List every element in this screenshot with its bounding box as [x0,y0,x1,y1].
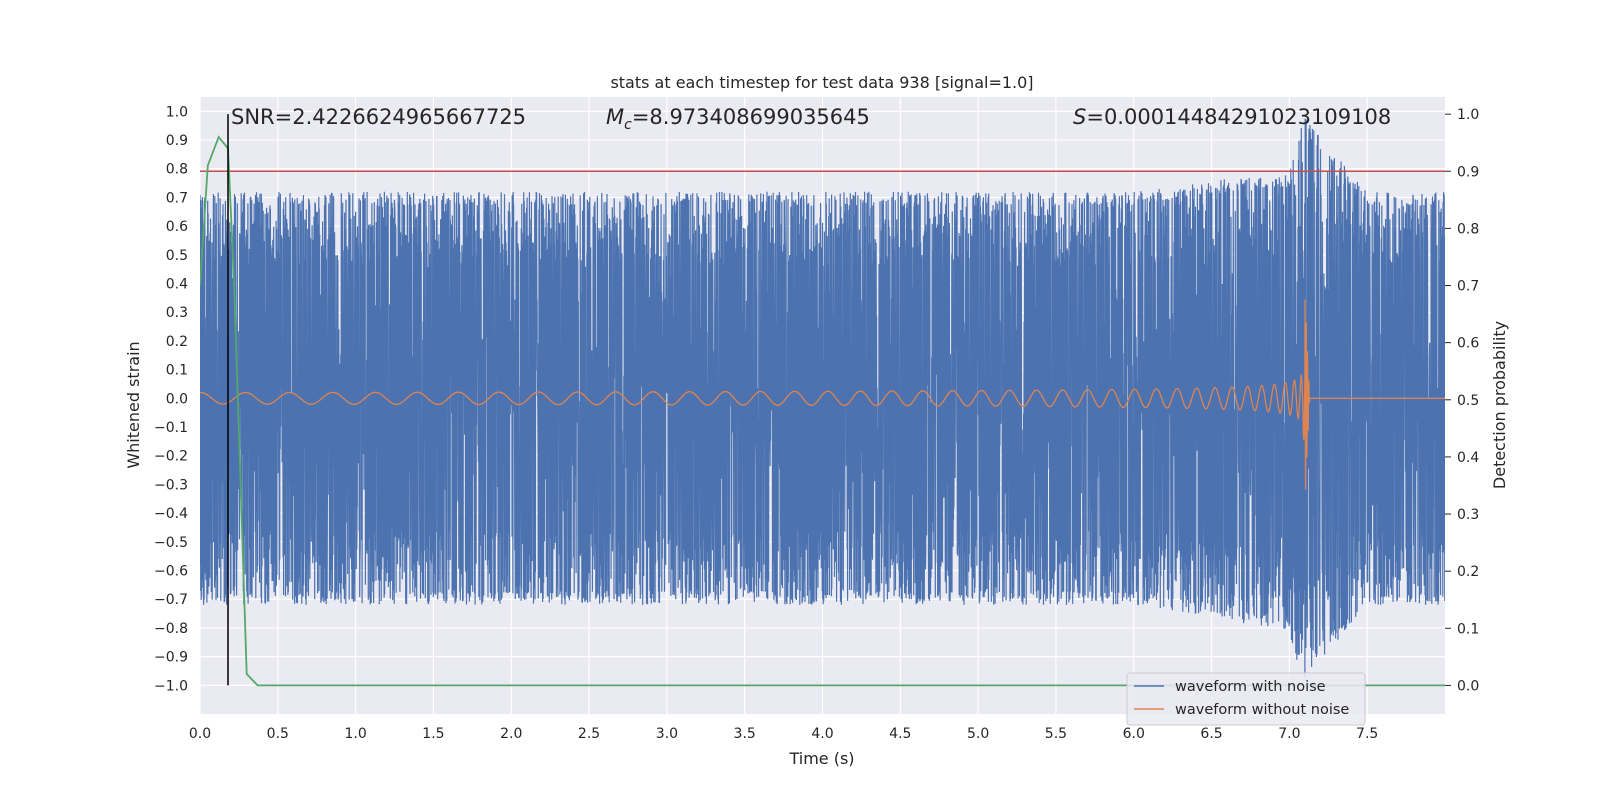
y-tick-label: 1.0 [166,104,188,120]
x-axis-ticks: 0.0 0.5 1.0 1.5 2.0 2.5 3.0 3.5 4.0 4.5 5.0 5.5 6.0 6… [189,726,1378,742]
legend-box [1126,672,1366,726]
chart-title: stats at each timestep for test data 938… [610,73,1033,92]
legend-label-noise: waveform with noise [1175,679,1326,695]
x-tick-label: 7.0 [1278,726,1300,742]
y2-tick-label: 0.8 [1457,221,1479,237]
x-tick-label: 6.5 [1200,726,1222,742]
x-tick-label: 6.0 [1123,726,1145,742]
y2-tick-label: 0.4 [1457,450,1479,466]
x-tick-label: 0.0 [189,726,211,742]
y-tick-label: −0.7 [154,592,188,608]
y2-tick-label: 0.7 [1457,279,1479,295]
detection-probability-line [200,135,1445,687]
y2-tick-label: 0.5 [1457,393,1479,409]
y-tick-label: 0.6 [166,219,188,235]
y-tick-label: 0.1 [166,363,188,379]
y-tick-label: 0.5 [166,248,188,264]
y-axis-label: Whitened strain [124,341,143,468]
snr-annotation: SNR=2.4226624965667725 [231,105,526,129]
x-tick-label: 3.5 [734,726,756,742]
y-tick-label: 0.7 [166,190,188,206]
y-tick-label: −0.1 [154,420,188,436]
x-tick-label: 2.0 [500,726,522,742]
y2-tick-label: 0.3 [1457,507,1479,523]
y2-tick-label: 1.0 [1457,107,1479,123]
y-tick-label: 0.3 [166,305,188,321]
y2-tick-label: 0.6 [1457,336,1479,352]
y2-tick-label: 0.1 [1457,621,1479,637]
clean-waveform-line [200,299,1445,490]
y-tick-label: −0.6 [154,564,188,580]
noisy-waveform-line [200,118,1445,678]
y2-tick-label: 0.9 [1457,164,1479,180]
x-tick-label: 4.0 [811,726,833,742]
y-tick-label: −0.5 [154,535,188,551]
y2-tick-label: 0.2 [1457,564,1479,580]
y2-axis-label: Detection probability [1490,321,1509,489]
y-tick-label: −0.4 [154,506,188,522]
data-layer [200,114,1445,687]
y-tick-label: 0.9 [166,133,188,149]
left-axis-ticks: 1.0 0.9 0.8 0.7 0.6 0.5 0.4 0.3 0.2 0.1 0.0 −0.1 −0.… [154,104,188,694]
y-tick-label: 0.2 [166,334,188,350]
y-tick-label: 0.4 [166,277,188,293]
x-tick-label: 2.5 [578,726,600,742]
y-tick-label: −1.0 [154,678,188,694]
x-tick-label: 5.0 [967,726,989,742]
x-tick-label: 0.5 [267,726,289,742]
y-tick-label: −0.3 [154,477,188,493]
x-tick-label: 5.5 [1045,726,1067,742]
right-axis-ticks: 1.0 0.9 0.8 0.7 0.6 0.5 0.4 0.3 0.2 0.1 0.0 [1445,107,1479,694]
y-tick-label: 0.0 [166,391,188,407]
y2-tick-label: 0.0 [1457,678,1479,694]
x-axis-label: Time (s) [788,749,854,768]
chirp-mass-annotation: Mc=8.973408699035645 [606,105,870,133]
y-tick-label: 0.8 [166,162,188,178]
x-tick-label: 1.5 [422,726,444,742]
x-tick-label: 1.0 [344,726,366,742]
y-tick-label: −0.9 [154,650,188,666]
x-tick-label: 4.5 [889,726,911,742]
y-tick-label: −0.8 [154,621,188,637]
x-tick-label: 7.5 [1356,726,1378,742]
s-annotation: S=0.00014484291023109108 [1073,105,1391,129]
legend-label-clean: waveform without noise [1175,702,1349,718]
legend: waveform with noise waveform without noi… [1126,672,1366,726]
y-tick-label: −0.2 [154,449,188,465]
x-tick-label: 3.0 [656,726,678,742]
